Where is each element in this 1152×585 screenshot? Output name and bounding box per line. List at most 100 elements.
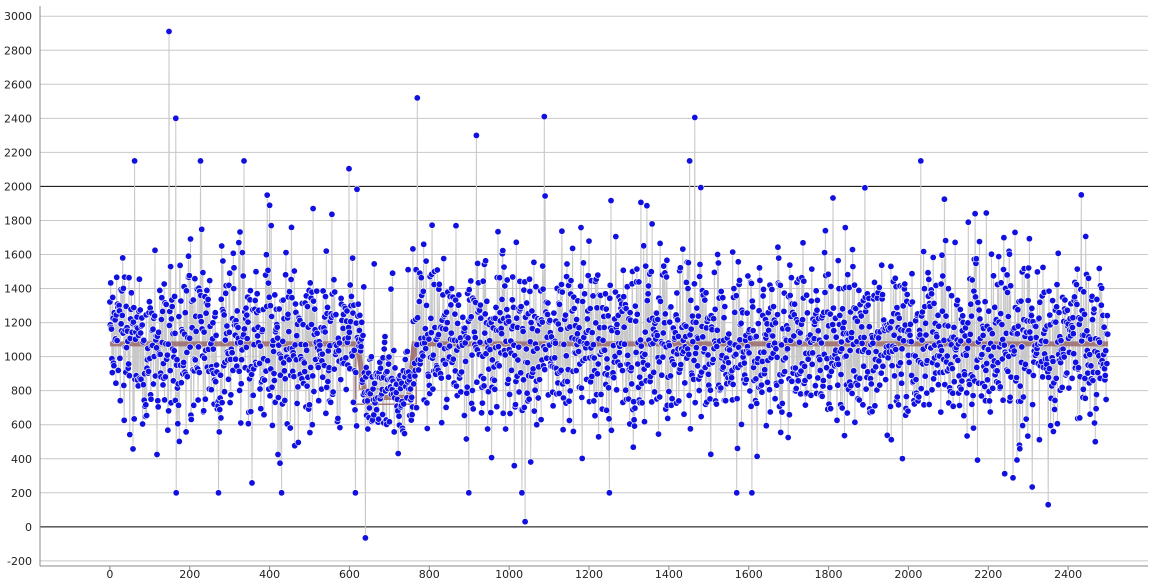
data-point [713,326,721,334]
data-point [620,340,628,348]
data-point [949,402,957,410]
data-point [942,237,950,245]
data-point [1070,350,1078,358]
data-point [579,297,587,305]
data-point [187,235,195,243]
data-point [260,411,268,419]
data-point [1090,305,1098,313]
data-point [194,396,202,404]
data-point [985,307,993,315]
data-point [1103,312,1111,320]
data-point [743,309,751,317]
data-point [225,281,233,289]
data-point [691,114,699,122]
data-point [687,325,695,333]
data-point [709,355,717,363]
data-point [290,267,298,275]
data-point [448,285,456,293]
data-point [282,249,290,257]
data-point [636,373,644,381]
data-point [787,274,795,282]
data-point [663,256,671,264]
data-point [970,287,978,295]
data-point [243,335,251,343]
data-point [965,337,973,345]
data-point [496,274,504,282]
data-point [322,247,330,255]
data-point [465,489,473,497]
data-point [490,376,498,384]
data-point [577,224,585,232]
data-point [941,381,949,389]
data-point [732,350,740,358]
data-point [846,346,854,354]
data-point [230,264,238,272]
data-point [494,228,502,236]
data-point [720,314,728,322]
data-point [353,185,361,193]
data-point [824,270,832,278]
data-point [112,379,120,387]
data-point [957,337,965,345]
data-point [822,333,830,341]
data-point [558,288,566,296]
data-point [753,399,761,407]
x-tick-label: 2200 [974,568,1002,581]
data-point [264,357,272,365]
data-point [577,384,585,392]
data-point [903,290,911,298]
data-point [140,336,148,344]
data-point [1093,391,1101,399]
data-point [318,350,326,358]
data-point [175,313,183,321]
data-point [217,371,225,379]
data-point [243,311,251,319]
data-point [849,263,857,271]
data-point [1053,303,1061,311]
data-point [1021,360,1029,368]
data-point [731,308,739,316]
data-point [904,407,912,415]
data-point [1093,295,1101,303]
data-point [332,311,340,319]
data-point [447,329,455,337]
data-point [151,246,159,254]
data-point [745,349,753,357]
data-point [375,415,383,423]
data-point [837,338,845,346]
data-point [1022,415,1030,423]
data-point [898,455,906,463]
data-point [204,295,212,303]
data-point [777,428,785,436]
data-point [769,303,777,311]
data-point [783,345,791,353]
data-point [389,269,397,277]
data-point [1017,297,1025,305]
data-point [1010,347,1018,355]
data-point [201,395,209,403]
data-point [933,333,941,341]
data-point [129,445,137,453]
data-point [1095,264,1103,272]
data-point [773,353,781,361]
data-point [367,353,375,361]
data-point [256,359,264,367]
data-point [270,369,278,377]
data-point [632,317,640,325]
data-point [107,279,115,287]
data-point [1065,384,1073,392]
data-point [237,419,245,427]
data-point [181,309,189,317]
data-point [884,354,892,362]
data-point [404,266,412,274]
x-tick-label: 200 [179,568,200,581]
data-point [1035,314,1043,322]
data-point [451,310,459,318]
data-point [704,351,712,359]
data-point [907,338,915,346]
data-point [967,300,975,308]
data-point [951,238,959,246]
data-point [275,305,283,313]
data-point [643,297,651,305]
